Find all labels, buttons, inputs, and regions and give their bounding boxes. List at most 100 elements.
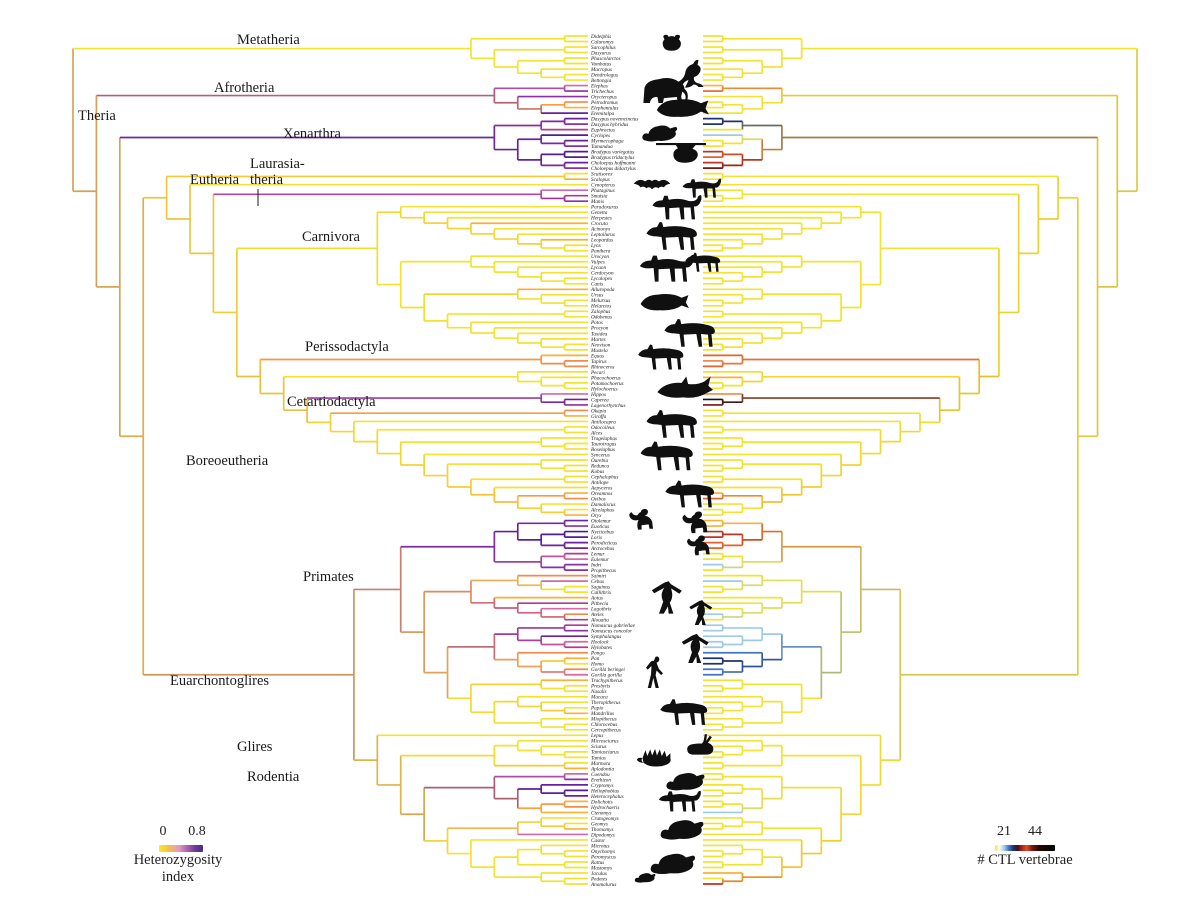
taxon-label: Cryptomys [591,783,613,789]
taxon-label: Tapirus [591,359,607,365]
legend-ctl-vertebrae: 21 44 # CTL vertebrae [960,824,1090,884]
taxon-label: Arctocebus [590,546,614,552]
ctl-vertebrae-colorbar [995,845,1055,851]
taxon-label: Indri [590,563,602,569]
taxon-label: Alcelaphus [590,508,614,514]
right-tree-vertebrae [703,35,1138,885]
taxon-label: Okapia [591,408,607,414]
taxon-labels: DidelphisCaluromysSarcophilusDasyurusPha… [590,34,638,888]
clade-label-perissodactyla: Perissodactyla [305,339,389,355]
clade-label-theria: theria [250,172,284,188]
taxon-label: Caluromys [591,39,614,45]
taxon-label: Geomys [591,821,608,827]
taxon-label: Perodicticus [590,541,617,547]
deer-silhouette-icon [646,409,697,438]
taxon-label: Alces [590,430,602,436]
taxon-label: Helarctos [590,304,611,310]
taxon-label: Nasalis [590,689,607,695]
taxon-label: Chlorocebus [591,722,617,728]
taxon-label: Propithecus [590,568,616,574]
taxon-label: Hylochoerus [590,386,618,392]
taxon-label: Pithecia [590,601,609,607]
gibbon-brachiating-silhouette-icon [681,633,709,664]
tamarin-silhouette-icon [682,511,708,534]
taxon-label: Miopithecus [590,717,617,723]
legend-left-title: Heterozygosity index [133,852,223,885]
animal-silhouettes [629,34,722,883]
taxon-label: Orycteropus [591,95,617,101]
bear-silhouette-icon [685,252,721,272]
taxon-label: Anomalurus [590,882,616,888]
legend-heterozygosity: 0 0.8 Heterozygosity index [118,824,238,885]
taxon-label: Heliophobius [590,788,619,794]
taxon-label: Bradypus variegatus [591,150,634,156]
taxon-label: Oreamnos [591,491,612,497]
taxon-label: Tamiasciurus [591,750,619,756]
taxon-label: Tamias [591,755,606,761]
taxon-label: Otolemur [591,519,612,525]
taxon-label: Cratogeomys [591,816,619,822]
taxon-label: Tamandua [591,144,613,150]
taxon-label: Macaca [590,695,608,701]
taxon-label: Loris [590,535,602,541]
taxon-label: Genetta [591,210,608,216]
taxon-label: Mustela [590,348,608,354]
taxon-label: Mastomys [590,865,612,871]
taxon-label: Crocuta [591,221,608,227]
taxon-label: Symphalangus [591,634,621,640]
porcupine-silhouette-icon [636,748,671,767]
taxon-label: Nomascus gabriellae [590,623,636,629]
clade-label-rodentia: Rodentia [247,769,300,785]
taxon-label: Cercopithecus [591,728,621,734]
taxon-label: Vombatus [591,61,611,67]
taxon-label: Vulpes [591,260,605,266]
clade-label-primates: Primates [303,569,354,585]
baboon-silhouette-icon [660,698,708,725]
taxon-label: Odobenus [591,315,612,321]
bat-silhouette-icon [633,179,671,190]
legend-right-title: # CTL vertebrae [977,852,1073,868]
spider-monkey-silhouette-icon [651,581,682,614]
taxon-label: Boselaphus [591,447,615,453]
taxon-label: Lycalopex [590,276,613,282]
taxon-label: Saguinus [591,585,610,591]
taxon-label: Papio [590,706,604,712]
taxon-label: Eremitalpa [590,111,615,117]
rat-silhouette-icon [650,853,695,875]
genet-silhouette-icon [652,195,702,220]
clade-labels: Metatheria Afrotheria Xenarthra Laurasia-th… [78,32,389,785]
legend-right-tick-min: 21 [997,824,1011,839]
clade-label-xenarthra: Xenarthra [283,126,342,142]
taxon-label: Antilope [590,480,609,486]
gibbon-silhouette-icon [689,600,713,625]
taxon-label: Caperea [591,397,609,403]
taxon-label: Rattus [590,860,604,866]
taxon-label: Aotus [590,596,603,602]
legend-right-tick-max: 44 [1028,824,1042,839]
armadillo-silhouette-icon [642,125,678,142]
human-silhouette-icon [645,656,663,689]
taxon-label: Trichechus [591,89,614,95]
taxon-label: Dasypus novemcinctus [590,117,638,123]
fox-silhouette-icon [639,254,695,282]
beaver-silhouette-icon [660,820,704,840]
taxon-label: Acinonyx [590,227,611,233]
taxon-label: Microtus [590,843,610,849]
taxon-label: Urocyon [591,254,609,260]
gazelle-silhouette-icon [665,480,715,508]
taxon-label: Pecari [590,370,605,376]
taxon-label: Jaculus [591,871,607,877]
taxon-label: Hylobates [590,645,612,651]
rabbit-silhouette-icon [687,734,714,755]
taxon-label: Herpestes [590,216,612,222]
taxon-label: Lemur [590,552,606,558]
legend-left-tick-min: 0 [159,824,167,839]
taxon-label: Presbytis [590,684,610,690]
taxon-label: Ursus [591,293,603,299]
weasel-silhouette-icon [682,178,722,198]
taxon-label: Cyclopes [591,133,610,139]
boar-silhouette-icon [638,344,684,370]
taxon-label: Ailuropoda [590,287,615,293]
taxon-label: Mandrillus [590,711,614,717]
